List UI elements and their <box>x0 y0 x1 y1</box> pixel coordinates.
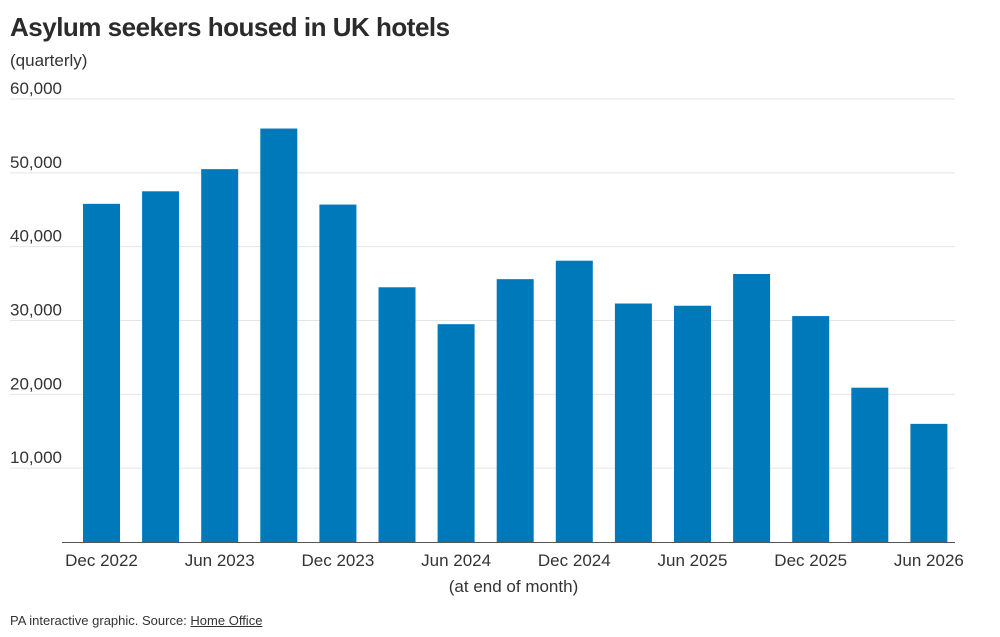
y-tick-labels: 10,000 20,000 30,000 40,000 50,000 60,000 <box>10 79 62 467</box>
x-tick-labels: Dec 2022 Jun 2023 Dec 2023 Jun 2024 Dec 2024… <box>65 551 964 570</box>
x-axis-title-text: (at end of month) <box>448 577 579 596</box>
bar <box>260 128 298 543</box>
x-tick-label: Dec 2025 <box>774 551 847 570</box>
y-tick-label: 20,000 <box>10 374 62 393</box>
bar <box>792 316 830 542</box>
y-tick-label: 40,000 <box>10 227 62 246</box>
bar <box>201 169 239 542</box>
bar <box>319 204 357 542</box>
y-tick-label: 60,000 <box>10 79 62 98</box>
footer-credit: PA interactive graphic. Source: <box>10 613 191 628</box>
bar <box>910 423 948 542</box>
x-tick-label: Jun 2023 <box>185 551 255 570</box>
bar <box>614 303 652 542</box>
bars <box>83 128 948 543</box>
footer: PA interactive graphic. Source: Home Off… <box>10 613 262 628</box>
x-tick-label: Jun 2024 <box>421 551 491 570</box>
x-tick-label: Jun 2026 <box>894 551 964 570</box>
bar <box>555 260 593 542</box>
x-tick-label: Dec 2024 <box>538 551 611 570</box>
bar <box>674 305 711 542</box>
x-tick-label: Dec 2023 <box>302 551 375 570</box>
x-axis-title: (at end of month) <box>0 577 1000 597</box>
x-tick-label: Jun 2025 <box>658 551 728 570</box>
bar <box>437 324 475 542</box>
bar <box>83 203 120 543</box>
source-link[interactable]: Home Office <box>190 613 263 628</box>
bar <box>851 387 889 542</box>
chart-title: Asylum seekers housed in UK hotels <box>10 12 450 42</box>
chart-subtitle: (quarterly) <box>10 51 88 70</box>
x-tick-label: Dec 2022 <box>65 551 138 570</box>
y-tick-label: 30,000 <box>10 301 62 320</box>
bar <box>378 287 416 542</box>
bar <box>733 273 771 542</box>
y-tick-label: 50,000 <box>10 153 62 172</box>
bar <box>496 279 534 542</box>
y-tick-label: 10,000 <box>10 448 62 467</box>
bar <box>142 191 180 542</box>
